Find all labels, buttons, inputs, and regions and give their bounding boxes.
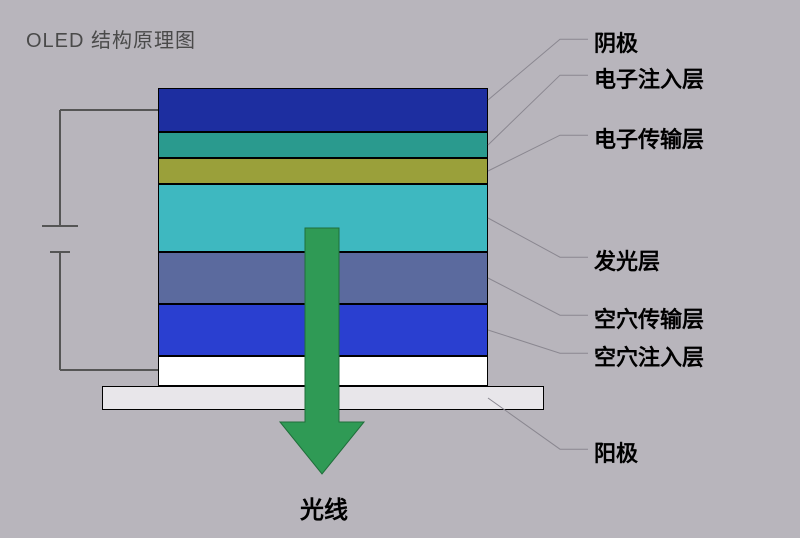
light-label: 光线 — [300, 490, 348, 525]
light-arrow — [0, 0, 800, 538]
